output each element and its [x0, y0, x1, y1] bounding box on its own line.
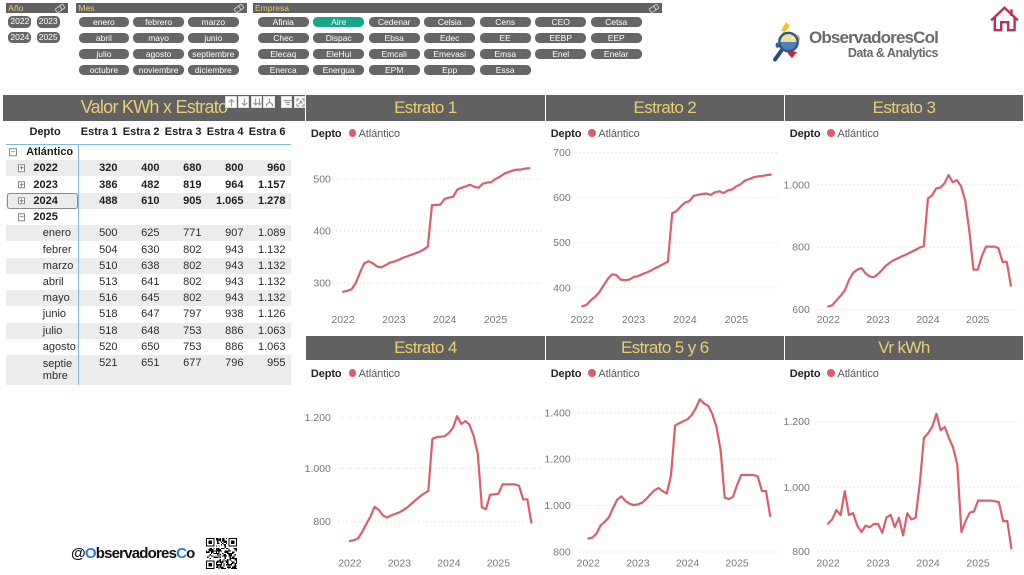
- svg-text:2023: 2023: [622, 314, 646, 326]
- svg-text:800: 800: [792, 242, 810, 254]
- svg-text:1.200: 1.200: [784, 416, 810, 428]
- svg-text:2023: 2023: [866, 558, 890, 570]
- svg-text:2024: 2024: [676, 558, 700, 570]
- svg-text:2024: 2024: [916, 314, 940, 326]
- svg-text:2023: 2023: [382, 314, 406, 326]
- svg-text:800: 800: [313, 516, 331, 528]
- svg-text:500: 500: [313, 174, 331, 186]
- svg-text:300: 300: [313, 278, 331, 290]
- svg-text:600: 600: [553, 192, 571, 204]
- svg-text:2022: 2022: [817, 314, 841, 326]
- svg-text:1.400: 1.400: [544, 407, 570, 419]
- svg-text:500: 500: [553, 237, 571, 249]
- svg-text:1.000: 1.000: [544, 500, 570, 512]
- svg-text:2022: 2022: [331, 314, 355, 326]
- svg-text:2025: 2025: [725, 558, 749, 570]
- svg-text:2024: 2024: [433, 314, 457, 326]
- svg-text:400: 400: [313, 226, 331, 238]
- svg-text:2022: 2022: [571, 314, 595, 326]
- svg-text:1.000: 1.000: [305, 463, 331, 475]
- svg-text:2024: 2024: [916, 558, 940, 570]
- svg-text:1.200: 1.200: [305, 412, 331, 424]
- svg-text:2025: 2025: [725, 314, 749, 326]
- svg-text:1.200: 1.200: [544, 454, 570, 466]
- svg-text:2022: 2022: [816, 558, 840, 570]
- svg-text:2025: 2025: [966, 558, 990, 570]
- svg-text:1.000: 1.000: [784, 179, 810, 191]
- svg-text:2022: 2022: [338, 558, 362, 570]
- svg-text:700: 700: [553, 147, 571, 159]
- svg-text:2025: 2025: [966, 314, 990, 326]
- svg-text:2023: 2023: [388, 558, 412, 570]
- svg-text:2025: 2025: [487, 558, 511, 570]
- svg-text:400: 400: [553, 282, 571, 294]
- svg-text:800: 800: [792, 546, 810, 558]
- svg-text:2023: 2023: [866, 314, 890, 326]
- svg-text:2024: 2024: [673, 314, 697, 326]
- svg-text:2022: 2022: [577, 558, 601, 570]
- svg-text:2025: 2025: [484, 314, 508, 326]
- svg-text:600: 600: [792, 304, 810, 316]
- svg-text:1.000: 1.000: [784, 482, 810, 494]
- svg-text:2024: 2024: [437, 558, 461, 570]
- svg-text:800: 800: [553, 547, 571, 559]
- svg-text:2023: 2023: [626, 558, 650, 570]
